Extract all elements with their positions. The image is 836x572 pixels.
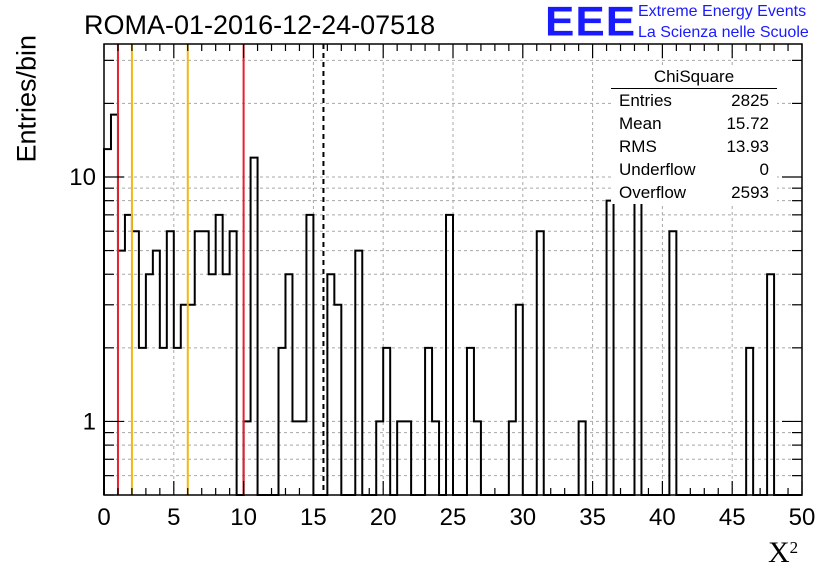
x-tick-label: 15 (300, 504, 327, 531)
x-axis-label: X2 (768, 536, 798, 570)
stats-value: 15.72 (726, 114, 769, 133)
y-axis-label: Entries/bin (11, 34, 42, 163)
stats-label: Underflow (619, 160, 696, 179)
stats-row-entries: Entries 2825 (611, 89, 777, 112)
stats-label: Entries (619, 91, 672, 110)
stats-row-overflow: Overflow 2593 (611, 181, 777, 204)
logo-line-1: Extreme Energy Events (638, 3, 807, 20)
x-axis-label-base: X (768, 536, 790, 569)
stats-row-rms: RMS 13.93 (611, 135, 777, 158)
stats-row-underflow: Underflow 0 (611, 158, 777, 181)
x-tick-label: 20 (370, 504, 397, 531)
y-tick-label: 10 (69, 164, 96, 191)
x-tick-label: 50 (789, 504, 816, 531)
y-tick-label: 1 (83, 408, 96, 435)
stats-label: Mean (619, 114, 662, 133)
stats-row-mean: Mean 15.72 (611, 112, 777, 135)
x-tick-label: 35 (579, 504, 606, 531)
stats-value: 2593 (731, 183, 769, 202)
stats-value: 2825 (731, 91, 769, 110)
x-tick-label: 45 (719, 504, 746, 531)
x-axis-label-superscript: 2 (789, 538, 799, 557)
stats-title: ChiSquare (611, 66, 777, 89)
stats-label: Overflow (619, 183, 687, 202)
stats-label: RMS (619, 137, 657, 156)
chart-title: ROMA-01-2016-12-24-07518 (84, 10, 436, 40)
x-tick-label: 30 (509, 504, 536, 531)
logo-line-2: La Scienza nelle Scuole (638, 24, 809, 41)
stats-value: 0 (759, 160, 769, 179)
x-tick-label: 10 (230, 504, 257, 531)
stats-box: ChiSquare Entries 2825 Mean 15.72 RMS 13… (611, 66, 777, 204)
x-tick-label: 5 (167, 504, 180, 531)
eee-logo: EEE (545, 0, 637, 45)
x-tick-label: 25 (440, 504, 467, 531)
stats-value: 13.93 (726, 137, 769, 156)
x-tick-label: 0 (97, 504, 110, 531)
x-tick-label: 40 (649, 504, 676, 531)
